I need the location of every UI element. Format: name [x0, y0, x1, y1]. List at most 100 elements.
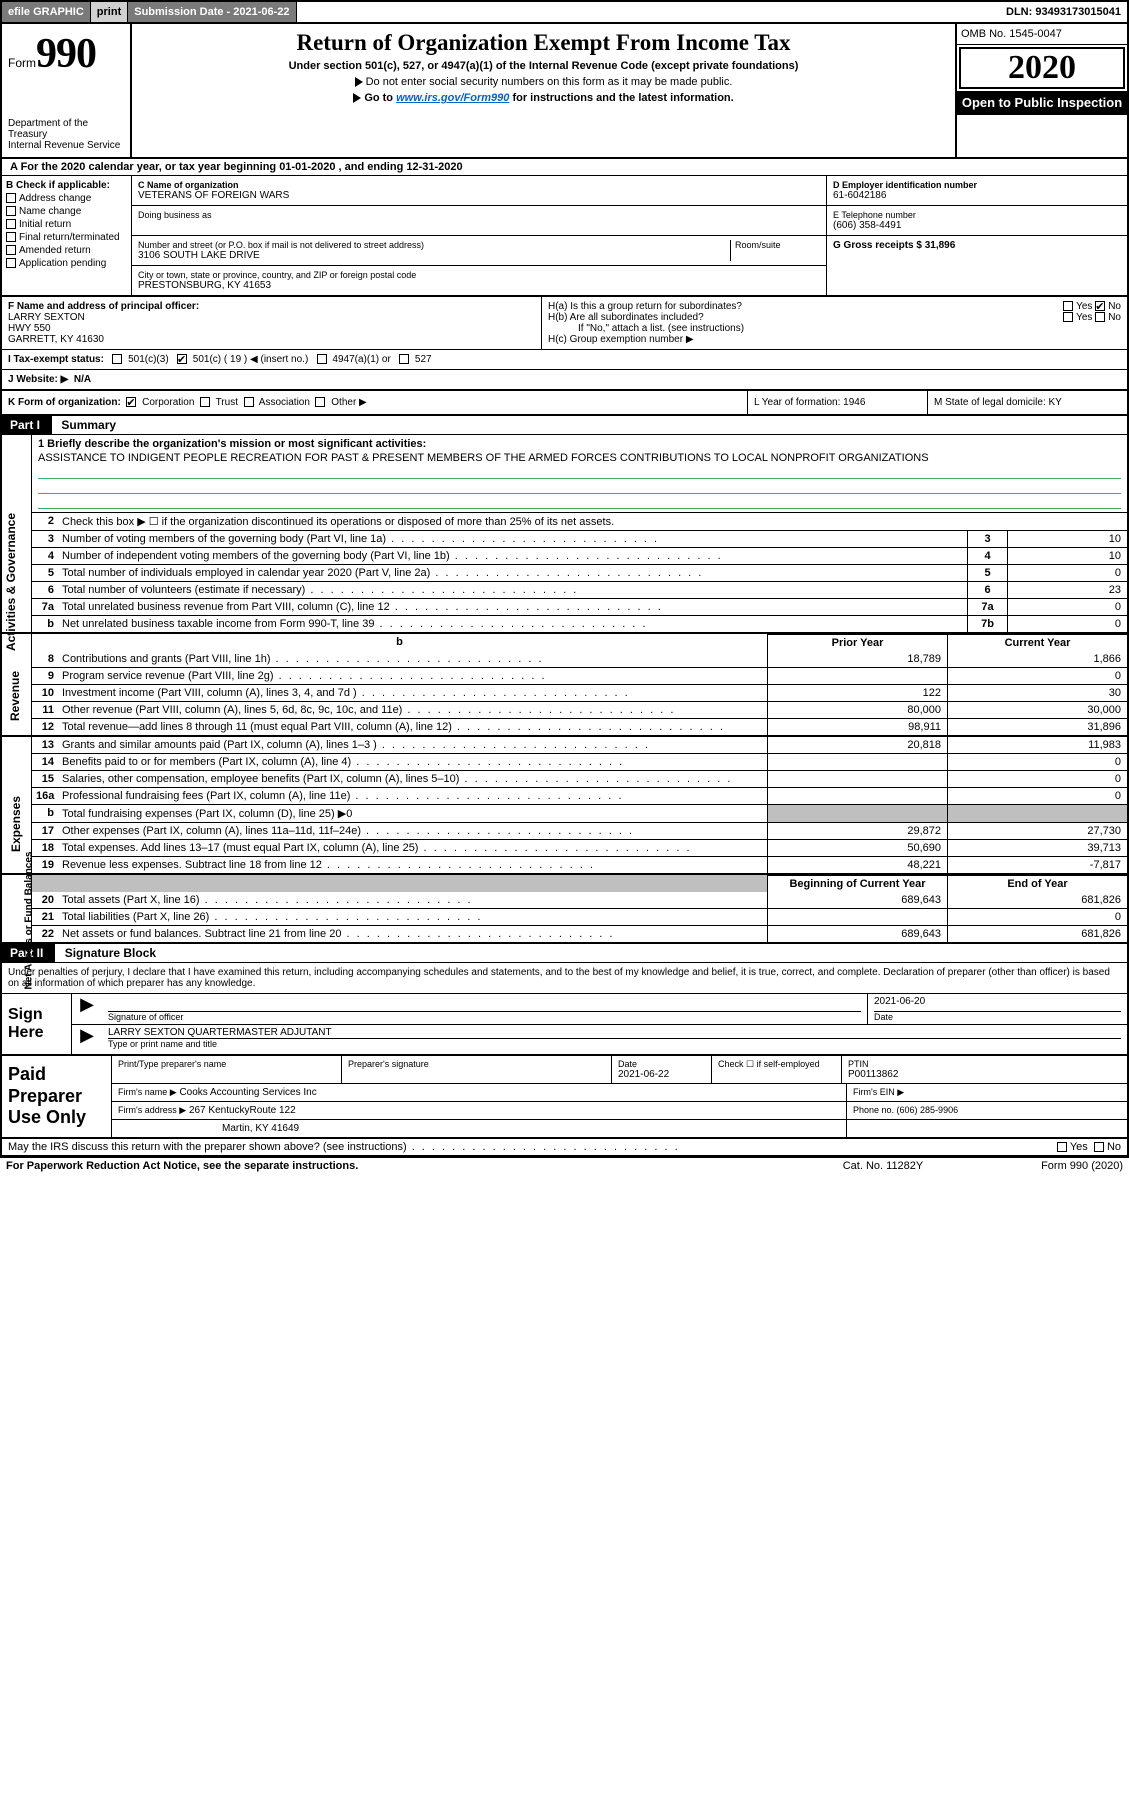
side-tab-net: Net Assets or Fund Balances [2, 875, 32, 942]
checkbox-icon[interactable] [1057, 1142, 1067, 1152]
tax-exempt-row: I Tax-exempt status: 501(c)(3) 501(c) ( … [2, 350, 1127, 370]
g-gross-receipts: G Gross receipts $ 31,896 [833, 240, 1121, 251]
checkbox-icon[interactable] [315, 397, 325, 407]
sig-officer-label: Signature of officer [108, 1012, 861, 1022]
page-footer: For Paperwork Reduction Act Notice, see … [0, 1158, 1129, 1174]
sig-name-label: Type or print name and title [108, 1039, 1121, 1049]
part1-title: Summary [61, 418, 116, 432]
ssn-warning: Do not enter social security numbers on … [144, 76, 943, 88]
checkbox-checked-icon[interactable] [1095, 301, 1105, 311]
expense-row: 18Total expenses. Add lines 13–17 (must … [32, 840, 1127, 857]
submission-date: Submission Date - 2021-06-22 [128, 2, 296, 22]
addr-label: Number and street (or P.O. box if mail i… [138, 240, 730, 250]
arrow-icon: ▶ [72, 994, 102, 1024]
hc-line: H(c) Group exemption number ▶ [548, 334, 1121, 345]
revenue-row: 11Other revenue (Part VIII, column (A), … [32, 702, 1127, 719]
m-state-domicile: M State of legal domicile: KY [927, 391, 1127, 414]
officer-addr2: GARRETT, KY 41630 [8, 334, 535, 345]
expense-row: 13Grants and similar amounts paid (Part … [32, 737, 1127, 754]
mission-block: 1 Briefly describe the organization's mi… [32, 435, 1127, 513]
i-label: I Tax-exempt status: [8, 354, 104, 365]
section-d-g: D Employer identification number 61-6042… [827, 176, 1127, 295]
sign-block: Sign Here ▶ Signature of officer 2021-06… [2, 994, 1127, 1056]
f-label: F Name and address of principal officer: [8, 301, 535, 312]
checkbox-icon[interactable] [1094, 1142, 1104, 1152]
net-header: Beginning of Current Year End of Year [32, 875, 1127, 892]
dba-label: Doing business as [138, 210, 820, 220]
revenue-row: 12Total revenue—add lines 8 through 11 (… [32, 719, 1127, 735]
checkbox-icon[interactable] [112, 354, 122, 364]
footer-left: For Paperwork Reduction Act Notice, see … [6, 1160, 803, 1172]
expense-row: bTotal fundraising expenses (Part IX, co… [32, 805, 1127, 823]
expense-row: 15Salaries, other compensation, employee… [32, 771, 1127, 788]
checkbox-icon[interactable] [317, 354, 327, 364]
e-label: E Telephone number [833, 210, 1121, 220]
checkbox-icon[interactable] [399, 354, 409, 364]
section-f: F Name and address of principal officer:… [2, 297, 542, 349]
footer-cat: Cat. No. 11282Y [803, 1160, 963, 1172]
mission-label: 1 Briefly describe the organization's mi… [38, 438, 1121, 450]
gov-row-7a: 7aTotal unrelated business revenue from … [32, 599, 1127, 616]
prep-row-3b: Martin, KY 41649 [112, 1120, 1127, 1137]
checkbox-checked-icon[interactable] [126, 397, 136, 407]
form-subtitle: Under section 501(c), 527, or 4947(a)(1)… [144, 60, 943, 72]
begin-year-hdr: Beginning of Current Year [767, 875, 947, 892]
checkbox-checked-icon[interactable] [177, 354, 187, 364]
expense-row: 16aProfessional fundraising fees (Part I… [32, 788, 1127, 805]
checkbox-icon[interactable] [6, 219, 16, 229]
end-year-hdr: End of Year [947, 875, 1127, 892]
preparer-block: Paid Preparer Use Only Print/Type prepar… [2, 1056, 1127, 1139]
net-asset-row: 21Total liabilities (Part X, line 26)0 [32, 909, 1127, 926]
mission-text: ASSISTANCE TO INDIGENT PEOPLE RECREATION… [38, 452, 1121, 464]
tax-year-line: A For the 2020 calendar year, or tax yea… [2, 159, 1127, 176]
d-label: D Employer identification number [833, 180, 1121, 190]
expenses-section: Expenses 13Grants and similar amounts pa… [2, 737, 1127, 875]
discuss-row: May the IRS discuss this return with the… [2, 1139, 1127, 1156]
checkbox-icon[interactable] [244, 397, 254, 407]
form-outer: efile GRAPHIC print Submission Date - 20… [0, 0, 1129, 1158]
checkbox-icon[interactable] [1063, 312, 1073, 322]
ha-line: H(a) Is this a group return for subordin… [548, 301, 1121, 312]
checkbox-icon[interactable] [1095, 312, 1105, 322]
top-bar: efile GRAPHIC print Submission Date - 20… [2, 2, 1127, 24]
checkbox-icon[interactable] [6, 258, 16, 268]
checkbox-icon[interactable] [6, 232, 16, 242]
checkbox-icon[interactable] [6, 193, 16, 203]
header-center: Return of Organization Exempt From Incom… [132, 24, 957, 157]
website-value: N/A [74, 374, 91, 385]
side-tab-revenue: Revenue [2, 634, 32, 735]
l-year-formation: L Year of formation: 1946 [747, 391, 927, 414]
section-b-g: B Check if applicable: Address change Na… [2, 176, 1127, 297]
dln: DLN: 93493173015041 [1000, 2, 1127, 22]
efile-label: efile GRAPHIC [2, 2, 91, 22]
current-year-hdr: Current Year [947, 634, 1127, 651]
discuss-text: May the IRS discuss this return with the… [8, 1141, 1057, 1153]
irs-link[interactable]: www.irs.gov/Form990 [396, 92, 509, 104]
form-title: Return of Organization Exempt From Incom… [144, 30, 943, 56]
checkbox-icon[interactable] [1063, 301, 1073, 311]
website-row: J Website: ▶ N/A [2, 370, 1127, 391]
sign-here-label: Sign Here [2, 994, 72, 1054]
triangle-icon [353, 93, 361, 103]
part1-tag: Part I [2, 416, 52, 434]
omb-number: OMB No. 1545-0047 [957, 24, 1127, 45]
triangle-icon [355, 77, 363, 87]
phone-value: (606) 358-4491 [833, 220, 1121, 231]
b-header: B Check if applicable: [6, 180, 127, 191]
revenue-row: 8Contributions and grants (Part VIII, li… [32, 651, 1127, 668]
footer-form: Form 990 (2020) [963, 1160, 1123, 1172]
revenue-row: 10Investment income (Part VIII, column (… [32, 685, 1127, 702]
gov-row-3: 3Number of voting members of the governi… [32, 531, 1127, 548]
checkbox-icon[interactable] [200, 397, 210, 407]
gov-row-6: 6Total number of volunteers (estimate if… [32, 582, 1127, 599]
side-tab-governance: Activities & Governance [2, 435, 32, 632]
prior-year-hdr: Prior Year [767, 634, 947, 651]
print-button[interactable]: print [91, 2, 128, 22]
checkbox-icon[interactable] [6, 206, 16, 216]
gov-row-7b: bNet unrelated business taxable income f… [32, 616, 1127, 632]
revenue-section: Revenue b Prior Year Current Year 8Contr… [2, 634, 1127, 737]
expense-row: 19Revenue less expenses. Subtract line 1… [32, 857, 1127, 873]
expense-row: 14Benefits paid to or for members (Part … [32, 754, 1127, 771]
prep-row-3: Firm's address ▶ 267 KentuckyRoute 122 P… [112, 1102, 1127, 1120]
checkbox-icon[interactable] [6, 245, 16, 255]
